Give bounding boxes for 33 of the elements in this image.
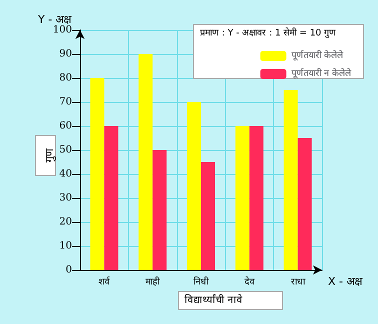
bar (235, 126, 250, 270)
y-tick-label: 10 (59, 240, 72, 252)
y-tick-label: 0 (66, 264, 72, 276)
bar (201, 162, 215, 270)
y-axis-title: गुण (43, 148, 56, 162)
text: X - अक्ष (328, 275, 364, 288)
x-tick-label: निधी (194, 276, 210, 288)
bar (284, 90, 298, 270)
bar (152, 150, 167, 270)
x-tick-label: माही (146, 276, 161, 288)
y-tick-label: 50 (59, 144, 72, 156)
y-tick-label: 30 (59, 192, 72, 204)
bar (187, 102, 201, 270)
bar (249, 126, 264, 270)
bar (104, 126, 118, 270)
y-tick-label: 90 (59, 48, 72, 60)
bar (138, 54, 153, 270)
x-tick-label: शर्व (98, 276, 111, 288)
y-tick-label: 80 (59, 72, 72, 84)
y-tick-label: 40 (59, 168, 72, 180)
y-tick-label: 20 (59, 216, 72, 228)
x-tick-label: देव (244, 276, 256, 288)
annotation: प्रमाण : Y - अक्षावर : 1 सेमी = 10 गुण (200, 26, 336, 38)
x-axis-title: विद्यार्थ्यांची नावे (184, 294, 243, 306)
y-tick-label: 70 (59, 96, 72, 108)
bar (298, 138, 312, 270)
legend-label: पूर्णतयारी केलेले (291, 49, 344, 61)
text: Y - अक्ष (37, 13, 73, 26)
y-tick-label: 60 (59, 120, 72, 132)
bar (90, 78, 104, 270)
x-tick-label: राधा (290, 278, 306, 288)
legend-label: पूर्णतयारी न केलेले (291, 67, 352, 79)
y-tick-label: 100 (52, 24, 72, 36)
